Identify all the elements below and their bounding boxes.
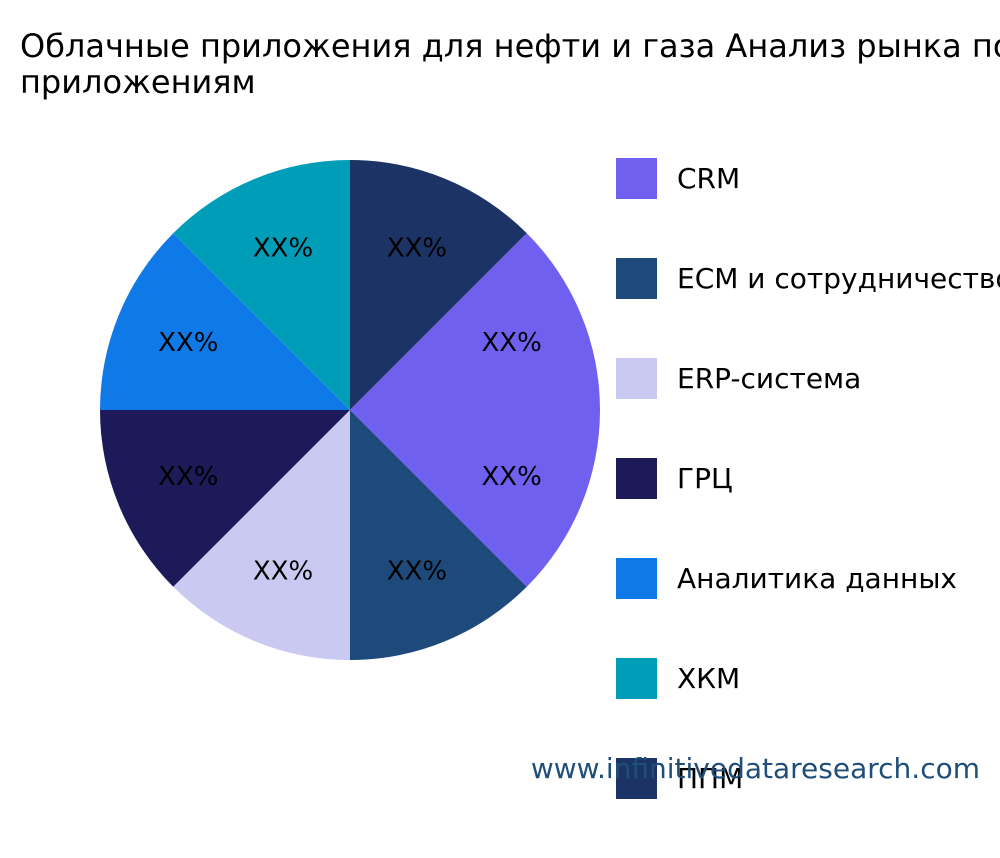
slice-label-7: XX% [253,233,313,263]
legend-item-crm[interactable]: CRM [616,158,1000,200]
legend-label-erp: ERP-система [677,362,862,395]
legend-label-grc: ГРЦ [677,462,733,495]
pie-slice-1[interactable] [350,160,527,410]
pie-slice-4[interactable] [173,410,350,660]
slice-label-5: XX% [158,462,218,492]
chart-title: Облачные приложения для нефти и газа Ана… [20,28,1000,100]
legend-swatch-crm [616,158,657,199]
slice-label-2-1: XX% [482,328,542,358]
slice-label-6: XX% [158,328,218,358]
pie-slice-5[interactable] [100,410,350,587]
chart-title-line-2: приложениям [20,63,256,101]
slice-label-1: XX% [387,233,447,263]
legend-label-hcm: ХКМ [677,662,741,695]
legend-swatch-data-analytics [616,558,657,599]
legend-swatch-ecm [616,258,657,299]
legend-label-ppm: ППМ [677,762,744,795]
legend-label-ecm: ECM и сотрудничество [677,262,1000,295]
legend-item-ppm[interactable]: ППМ [616,758,1000,800]
legend-item-ecm[interactable]: ECM и сотрудничество [616,258,1000,300]
legend-item-hcm[interactable]: ХКМ [616,658,1000,700]
legend-swatch-grc [616,458,657,499]
legend: CRM ECM и сотрудничество ERP-система ГРЦ… [616,158,1000,858]
legend-label-data-analytics: Аналитика данных [677,562,957,595]
legend-swatch-hcm [616,658,657,699]
watermark[interactable]: www.infinitivedataresearch.com [530,752,980,785]
chart-title-line-1: Облачные приложения для нефти и газа Ана… [20,27,1000,65]
pie-slice-3[interactable] [350,410,527,660]
legend-item-erp[interactable]: ERP-система [616,358,1000,400]
pie-slice-2[interactable] [350,233,600,587]
legend-item-data-analytics[interactable]: Аналитика данных [616,558,1000,600]
slice-label-2-2: XX% [482,462,542,492]
legend-swatch-erp [616,358,657,399]
legend-swatch-ppm [616,758,657,799]
pie-chart: XX% XX% XX% XX% XX% XX% XX% XX% [100,160,600,660]
pie-slice-7[interactable] [173,160,350,410]
legend-item-grc[interactable]: ГРЦ [616,458,1000,500]
legend-label-crm: CRM [677,162,741,195]
slice-label-3: XX% [387,557,447,587]
pie-slice-6[interactable] [100,233,350,410]
slice-label-4: XX% [253,557,313,587]
